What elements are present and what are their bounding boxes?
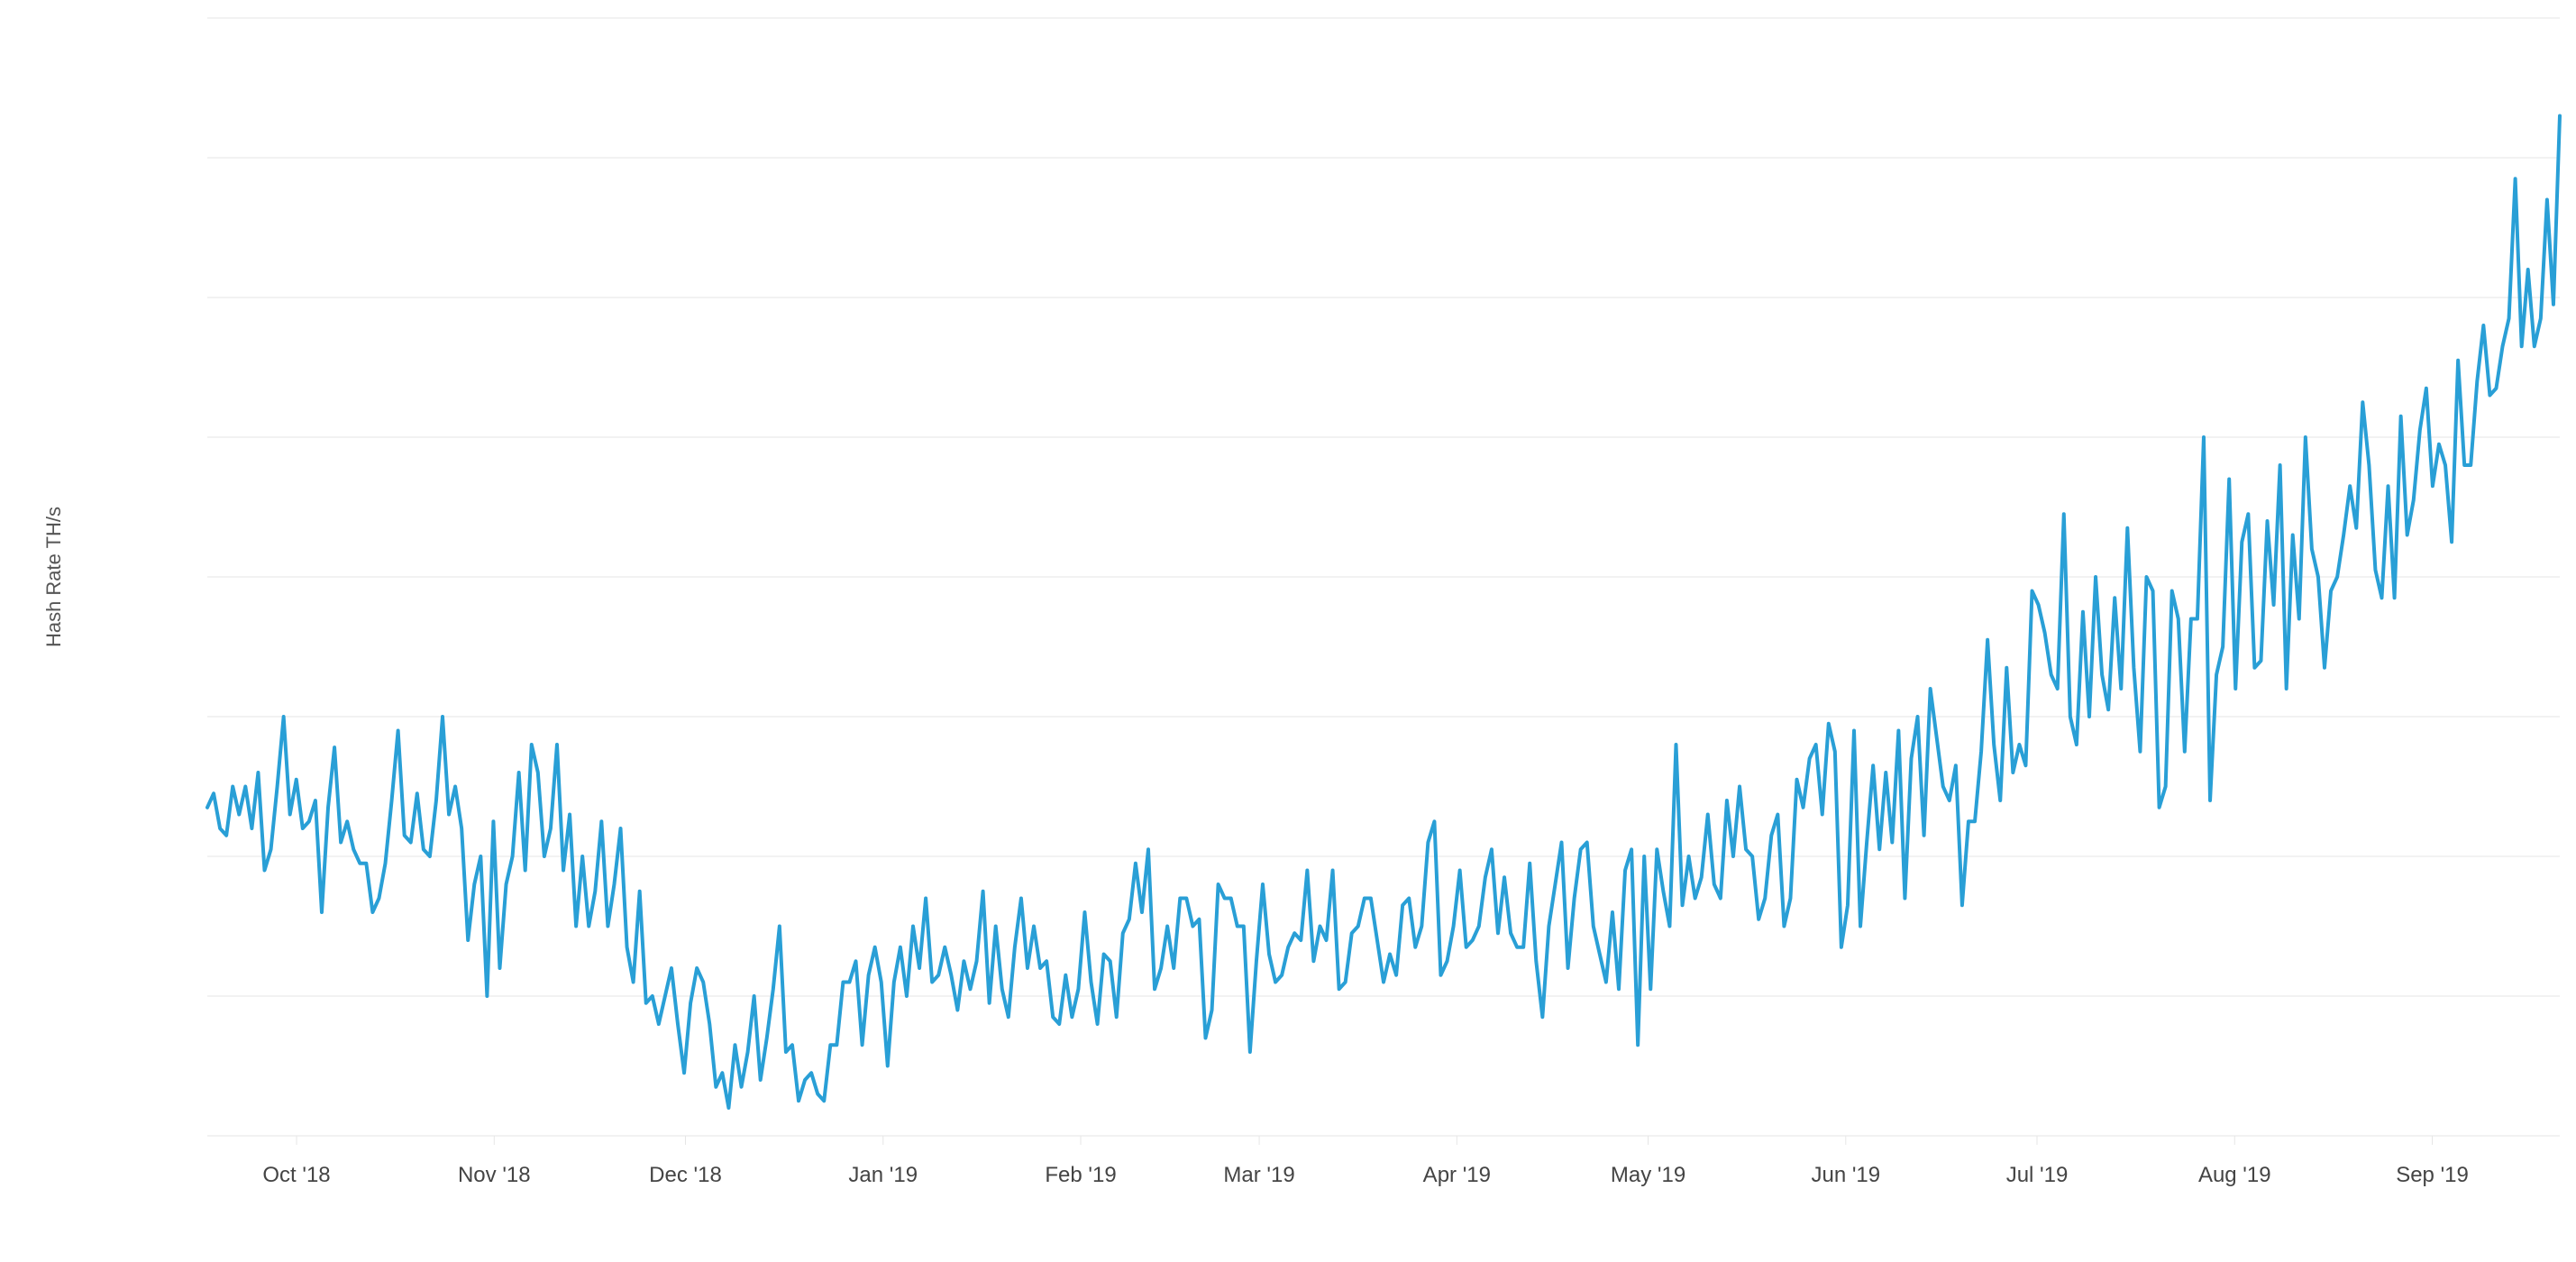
- x-tick-label: Apr '19: [1423, 1163, 1491, 1188]
- x-tick-label: Sep '19: [2396, 1163, 2469, 1188]
- x-tick-label: Nov '18: [458, 1163, 531, 1188]
- x-tick-label: May '19: [1611, 1163, 1685, 1188]
- chart-svg: [0, 0, 2576, 1262]
- x-tick-label: Jun '19: [1811, 1163, 1880, 1188]
- x-tick-label: Oct '18: [262, 1163, 330, 1188]
- x-tick-label: Jul '19: [2006, 1163, 2069, 1188]
- x-tick-label: Dec '18: [649, 1163, 722, 1188]
- y-axis-title: Hash Rate TH/s: [42, 507, 66, 647]
- x-tick-label: Aug '19: [2198, 1163, 2271, 1188]
- x-tick-label: Mar '19: [1223, 1163, 1294, 1188]
- x-tick-label: Jan '19: [848, 1163, 918, 1188]
- hashrate-chart: 30,000,00040,000,00050,000,00060,000,000…: [0, 0, 2576, 1262]
- x-tick-label: Feb '19: [1045, 1163, 1116, 1188]
